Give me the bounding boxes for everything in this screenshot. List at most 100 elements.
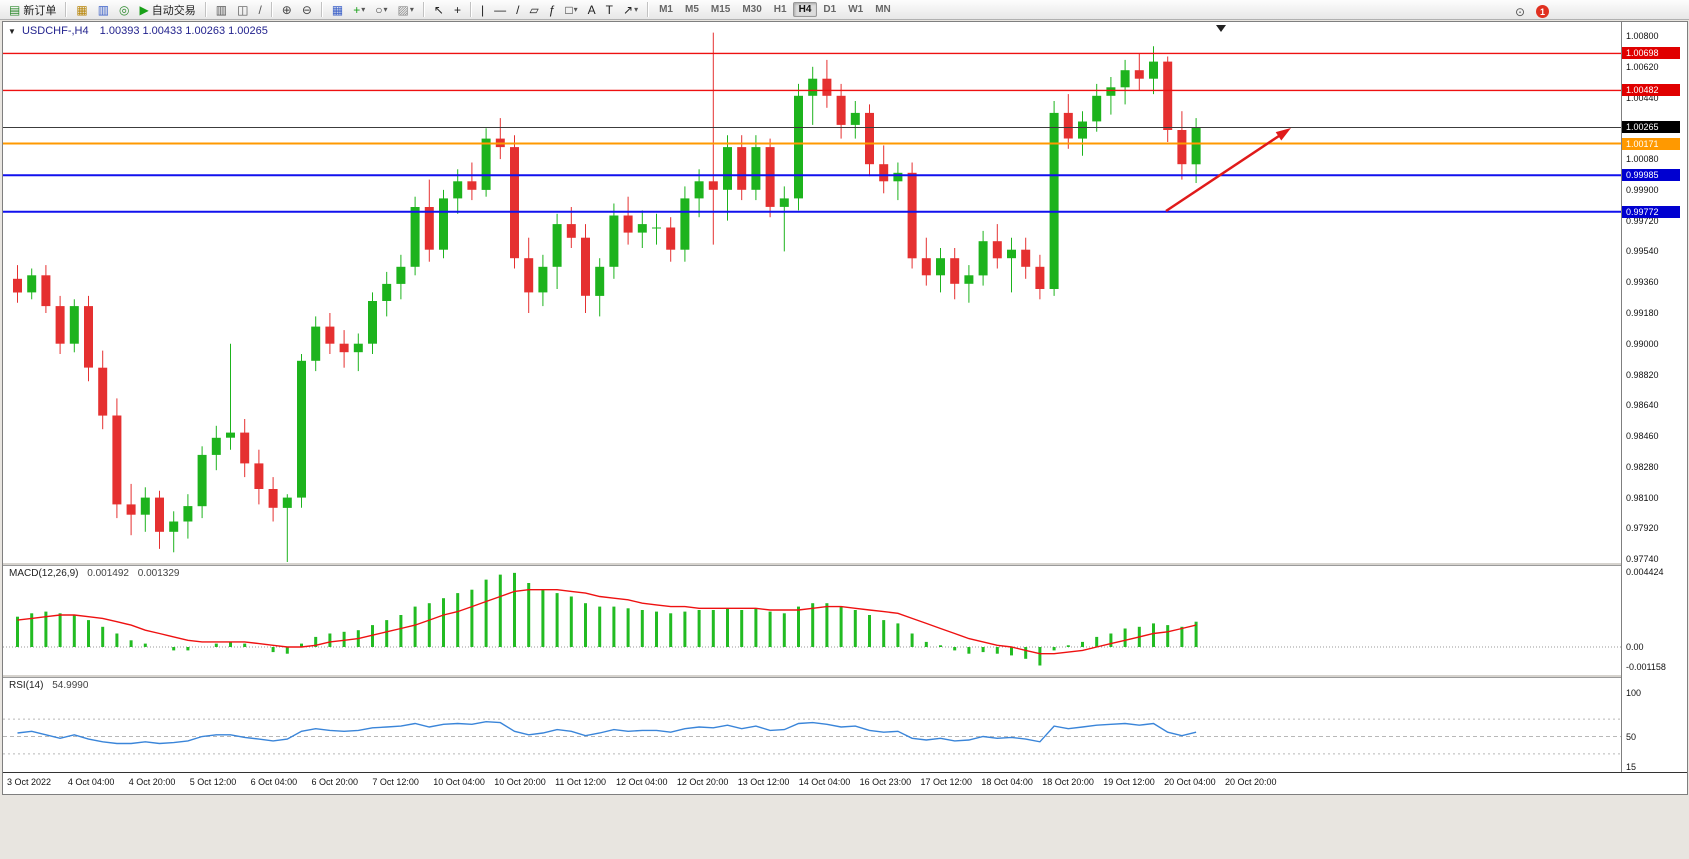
date-label: 10 Oct 20:00 (494, 777, 546, 787)
timeframe-w1-button[interactable]: W1 (848, 4, 864, 15)
candles-chart-button[interactable]: ◫ (233, 0, 252, 19)
periods-button[interactable]: ○ ▾ (371, 0, 391, 19)
window-background (0, 795, 1689, 859)
date-label: 20 Oct 04:00 (1164, 777, 1216, 787)
price-tick-label: 0.97740 (1626, 554, 1659, 565)
price-badge-resistance-lower: 1.00482 (1622, 84, 1680, 97)
text-icon: A (587, 2, 596, 17)
chart-window: ▼ USDCHF-,H4 1.00393 1.00433 1.00263 1.0… (2, 21, 1688, 795)
new-order-button[interactable]: ▤ 新订单 (5, 0, 60, 19)
line-chart-button[interactable]: / (254, 0, 265, 19)
notification-badge[interactable]: 1 (1536, 5, 1550, 18)
vertical-line-button[interactable]: | (477, 0, 488, 19)
shapes-button[interactable]: □ ▾ (561, 0, 581, 19)
price-tick-label: 0.98460 (1626, 431, 1659, 442)
timeframe-m15-button[interactable]: M15 (710, 4, 731, 15)
date-label: 3 Oct 2022 (7, 777, 52, 787)
tile-windows-icon: ▦ (331, 2, 344, 17)
fibonacci-icon: ƒ (548, 2, 556, 17)
trendline-button[interactable]: / (512, 0, 523, 19)
zoom-out-button[interactable]: ⊖ (298, 0, 316, 19)
data-window-button[interactable]: ▥ (94, 0, 113, 19)
indicators-icon: + (353, 2, 361, 17)
crosshair-button[interactable]: + (450, 0, 465, 19)
date-label: 7 Oct 12:00 (372, 777, 419, 787)
cursor-icon: ↖ (433, 2, 444, 17)
zoom-in-button[interactable]: ⊕ (278, 0, 296, 19)
price-badge-support-lower: 0.99772 (1622, 205, 1680, 218)
chevron-down-icon: ▾ (383, 5, 388, 14)
data-window-icon: ▥ (97, 2, 110, 17)
price-badge-support-upper: 0.99985 (1622, 169, 1680, 182)
indicators-button[interactable]: + ▾ (349, 0, 369, 19)
zoom-in-icon: ⊕ (281, 2, 292, 17)
rsi-pane-canvas[interactable] (3, 678, 1621, 772)
macd-main-value: 0.001492 (87, 568, 129, 579)
price-pane-canvas[interactable] (3, 22, 1621, 562)
bars-chart-button[interactable]: ▥ (212, 0, 231, 19)
equidistant-channel-button[interactable]: ▱ (525, 0, 542, 19)
autotrade-button[interactable]: ▶ 自动交易 (136, 0, 200, 19)
toolbar-separator (469, 2, 472, 17)
cursor-button[interactable]: ↖ (430, 0, 448, 19)
strategy-navigator-button[interactable]: ◎ (115, 0, 133, 19)
bars-chart-icon: ▥ (215, 2, 228, 17)
collapse-icon[interactable]: ▼ (8, 27, 16, 36)
market-watch-button[interactable]: ▦ (72, 0, 91, 19)
date-label: 14 Oct 04:00 (798, 777, 851, 787)
toolbar-separator (422, 2, 425, 17)
text-button[interactable]: A (584, 0, 600, 19)
timeframe-m5-button[interactable]: M5 (684, 4, 699, 15)
price-tick-label: 1.00620 (1626, 61, 1659, 72)
rsi-axis-label: 50 (1626, 731, 1637, 742)
text-label-button[interactable]: T (602, 0, 617, 19)
price-badge-pivot: 1.00171 (1622, 137, 1680, 150)
date-label: 4 Oct 04:00 (67, 777, 115, 787)
pane-separator[interactable] (3, 562, 1687, 566)
chevron-down-icon: ▾ (573, 5, 578, 14)
price-tick-label: 0.98100 (1626, 492, 1659, 503)
time-axis[interactable]: 3 Oct 2022 4 Oct 04:00 4 Oct 20:00 5 Oct 12… (3, 772, 1687, 793)
shapes-icon: □ (565, 2, 573, 17)
market-watch-icon: ▦ (76, 2, 88, 17)
crosshair-icon: + (453, 2, 461, 17)
price-tick-label: 0.97920 (1626, 523, 1659, 534)
rsi-value: 54.9990 (52, 680, 89, 691)
horizontal-line-button[interactable]: — (490, 0, 510, 19)
pane-separator[interactable] (3, 674, 1687, 678)
price-badge-current-price: 1.00265 (1622, 121, 1680, 134)
price-tick-label: 0.98820 (1626, 369, 1659, 380)
date-label: 20 Oct 20:00 (1225, 777, 1277, 787)
rsi-axis-label: 100 (1626, 688, 1642, 698)
date-label: 13 Oct 12:00 (737, 777, 790, 787)
price-tick-label: 0.99000 (1626, 338, 1659, 349)
macd-axis-label: -0.001158 (1626, 661, 1666, 672)
timeframe-m30-button[interactable]: M30 (742, 4, 762, 15)
timeframe-mn-button[interactable]: MN (875, 4, 891, 15)
date-label: 18 Oct 20:00 (1042, 777, 1094, 787)
templates-button[interactable]: ▨ ▾ (394, 0, 418, 19)
price-tick-label: 1.00440 (1626, 92, 1659, 103)
date-label: 6 Oct 20:00 (311, 777, 359, 787)
timeframe-m1-button[interactable]: M1 (659, 4, 673, 15)
text-label-icon: T (605, 2, 613, 17)
price-axis[interactable]: 1.00800 1.00620 1.00440 1.00080 0.99900 0.997… (1621, 22, 1687, 772)
arrows-button[interactable]: ↗ ▾ (619, 0, 642, 19)
tile-windows-button[interactable]: ▦ (328, 0, 347, 19)
date-label: 18 Oct 04:00 (981, 777, 1033, 787)
rsi-label: RSI(14) 54.9990 (9, 680, 89, 691)
timeframe-h4-button[interactable]: H4 (792, 2, 818, 17)
chart-symbol-label: USDCHF-,H4 (21, 25, 89, 37)
fibonacci-button[interactable]: ƒ (545, 0, 560, 19)
date-label: 12 Oct 04:00 (616, 777, 668, 787)
price-tick-label: 0.99360 (1626, 277, 1659, 288)
macd-pane-canvas[interactable] (3, 566, 1621, 674)
price-tick-label: 0.99180 (1626, 307, 1659, 318)
date-label: 19 Oct 12:00 (1103, 777, 1155, 787)
search-button[interactable]: ⊙ (1511, 2, 1529, 21)
timeframe-h1-button[interactable]: H1 (773, 4, 787, 15)
timeframe-d1-button[interactable]: D1 (823, 4, 837, 15)
date-label: 4 Oct 20:00 (128, 777, 176, 787)
toolbar-separator (320, 2, 323, 17)
